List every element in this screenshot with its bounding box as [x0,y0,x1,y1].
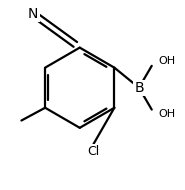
Text: OH: OH [158,56,175,66]
Text: OH: OH [158,109,175,119]
Text: Cl: Cl [87,145,100,158]
Text: B: B [134,81,144,95]
Text: N: N [28,7,38,21]
